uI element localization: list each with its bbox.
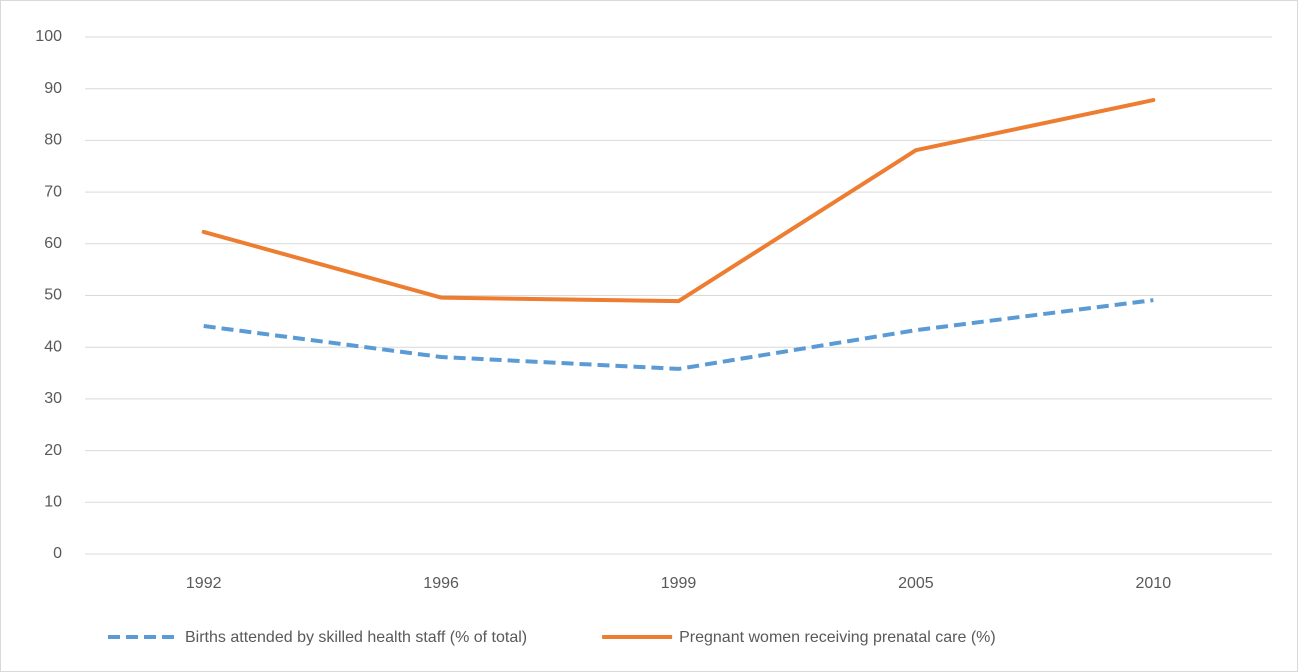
y-tick-label: 40 [44,338,62,355]
x-tick-label: 1992 [186,575,222,592]
x-tick-label: 2010 [1136,575,1172,592]
y-tick-label: 100 [35,28,62,45]
x-tick-label: 2005 [898,575,934,592]
y-tick-label: 0 [53,545,62,562]
y-tick-label: 30 [44,390,62,407]
legend-label: Pregnant women receiving prenatal care (… [679,629,996,646]
y-tick-label: 10 [44,494,62,511]
y-tick-label: 20 [44,442,62,459]
y-tick-label: 70 [44,183,62,200]
y-tick-label: 80 [44,132,62,149]
y-tick-label: 60 [44,235,62,252]
x-tick-label: 1999 [661,575,697,592]
x-tick-label: 1996 [423,575,459,592]
series-line [203,298,1154,371]
series-line [201,98,1156,304]
y-tick-label: 90 [44,80,62,97]
legend-label: Births attended by skilled health staff … [185,629,527,646]
y-tick-label: 50 [44,287,62,304]
